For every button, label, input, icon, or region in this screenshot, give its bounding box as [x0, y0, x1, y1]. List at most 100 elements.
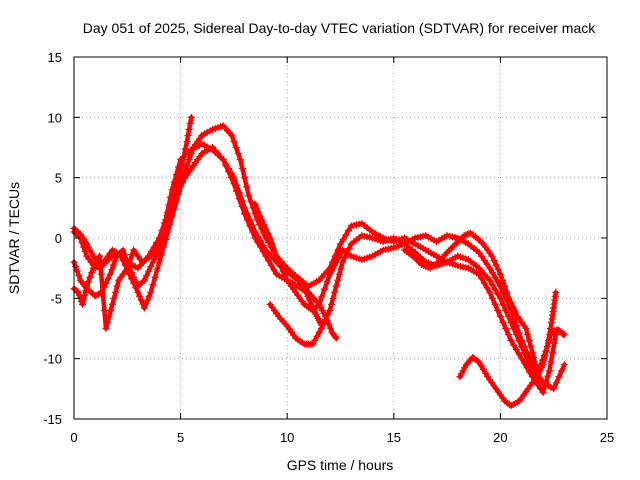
data-point	[311, 336, 319, 344]
data-point	[144, 296, 152, 304]
data-point	[181, 145, 189, 153]
data-point	[473, 234, 481, 242]
data-point	[475, 358, 483, 366]
data-point	[499, 300, 507, 308]
data-point	[318, 306, 326, 314]
data-point	[528, 349, 536, 357]
data-point	[542, 378, 550, 386]
data-point	[238, 202, 246, 210]
data-point	[177, 168, 185, 176]
data-point	[235, 195, 243, 203]
data-point	[527, 343, 535, 351]
y-axis-label: SDTVAR / TECUs	[6, 182, 22, 294]
data-point	[136, 281, 144, 289]
data-point	[473, 357, 481, 365]
data-point	[525, 337, 533, 345]
data-point	[542, 347, 550, 355]
data-point	[228, 131, 236, 139]
y-tick-label: -10	[43, 352, 62, 367]
data-point	[232, 144, 240, 151]
data-point	[460, 232, 468, 240]
data-point	[86, 246, 94, 254]
data-point	[478, 252, 486, 260]
data-point	[461, 364, 469, 372]
data-point	[149, 281, 157, 289]
y-tick-label: 15	[48, 50, 62, 65]
data-point	[84, 278, 92, 286]
data-point	[322, 312, 330, 320]
data-point	[315, 328, 323, 336]
data-point	[254, 239, 262, 247]
y-tick-label: -5	[50, 291, 62, 306]
data-point	[79, 300, 87, 308]
data-point	[160, 243, 168, 251]
data-point	[267, 261, 275, 269]
x-tick-label: 0	[70, 430, 77, 445]
data-point	[504, 312, 512, 320]
data-point	[548, 328, 556, 336]
data-point	[245, 192, 253, 200]
data-point	[505, 294, 513, 302]
data-point	[150, 255, 158, 263]
data-point	[535, 365, 543, 373]
data-point	[161, 219, 169, 227]
data-point	[491, 300, 499, 308]
data-point	[486, 288, 494, 296]
data-point	[317, 325, 325, 332]
data-point	[323, 278, 331, 286]
data-point	[309, 306, 317, 314]
data-point	[264, 229, 272, 237]
data-point	[510, 325, 518, 332]
data-point	[545, 367, 553, 375]
data-point	[329, 258, 337, 266]
data-point	[331, 288, 339, 296]
data-point	[81, 248, 89, 256]
data-point	[504, 331, 512, 339]
data-point	[99, 261, 107, 269]
data-point	[96, 264, 104, 272]
data-point	[187, 113, 195, 121]
data-point	[230, 180, 238, 188]
data-point	[337, 240, 344, 248]
data-point	[339, 236, 347, 244]
data-point	[494, 306, 502, 314]
x-axis-label: GPS time / hours	[287, 457, 394, 473]
data-point	[222, 162, 230, 170]
data-point	[544, 372, 552, 380]
data-point	[92, 258, 100, 266]
data-point	[130, 279, 138, 287]
data-point	[84, 243, 92, 251]
data-point	[275, 258, 283, 266]
data-point	[153, 266, 161, 274]
data-point	[73, 267, 81, 275]
data-point	[249, 228, 257, 236]
data-point	[99, 288, 107, 296]
data-point	[89, 252, 97, 260]
data-point	[125, 270, 133, 278]
data-point	[140, 304, 148, 312]
data-point	[139, 278, 147, 286]
data-point	[187, 150, 195, 158]
data-point	[136, 292, 144, 300]
data-point	[558, 367, 566, 375]
data-point	[102, 325, 110, 332]
data-point	[111, 257, 119, 265]
series-line	[71, 115, 194, 271]
data-point	[479, 366, 487, 374]
data-point	[238, 165, 246, 173]
data-point	[183, 162, 191, 170]
data-point	[531, 376, 539, 384]
data-point	[277, 263, 285, 271]
data-point	[234, 150, 242, 158]
data-point	[246, 222, 254, 230]
data-point	[549, 349, 557, 357]
data-point	[225, 168, 233, 176]
data-point	[265, 257, 273, 265]
series-track-a	[70, 140, 568, 393]
data-point	[149, 258, 157, 266]
data-point	[75, 272, 83, 280]
data-point	[123, 264, 131, 272]
data-point	[481, 369, 489, 377]
data-point	[547, 332, 555, 340]
data-point	[534, 369, 542, 377]
